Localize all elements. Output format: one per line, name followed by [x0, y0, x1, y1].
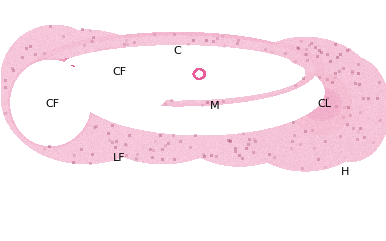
- Text: M: M: [210, 101, 219, 111]
- Text: CL: CL: [317, 99, 331, 109]
- Text: CF: CF: [113, 67, 127, 77]
- Text: C: C: [174, 46, 181, 56]
- Text: CF: CF: [45, 99, 59, 109]
- Text: LF: LF: [113, 153, 126, 163]
- Text: H: H: [341, 167, 350, 177]
